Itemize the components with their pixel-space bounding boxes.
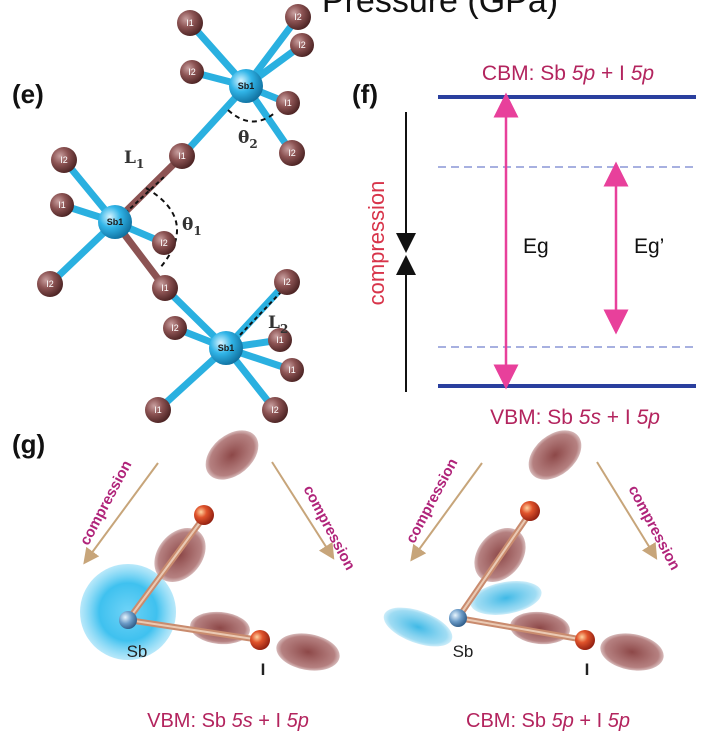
compression-arrow — [271, 461, 335, 560]
iodine-atom — [575, 630, 595, 650]
iodine-atom — [163, 316, 187, 340]
antimony-atom — [229, 69, 263, 103]
atom-label: I1 — [161, 283, 169, 293]
panel-label-f: (f) — [352, 79, 378, 109]
antimony-atom — [98, 205, 132, 239]
antimony-atom — [119, 611, 137, 629]
sb-i-bond-highlight — [127, 619, 261, 641]
i-p-lobe — [205, 430, 259, 480]
iodine-atom — [50, 193, 74, 217]
atom-label: I1 — [276, 335, 284, 345]
atom-label: I1 — [58, 200, 66, 210]
eg-label: Eg — [523, 235, 549, 258]
atom-label: I2 — [46, 279, 54, 289]
orbital-cbm: Sb I compression compression CBM: Sb 5p … — [383, 430, 684, 732]
atom-label: I1 — [154, 405, 162, 415]
atom-label: I1 — [284, 98, 292, 108]
panel-label-e: (e) — [12, 79, 44, 109]
iodine-atom — [520, 501, 540, 521]
cbm-caption: CBM: Sb 5p + I 5p — [466, 710, 630, 732]
atom-label: I1 — [288, 365, 296, 375]
atom-label: Sb1 — [218, 343, 235, 353]
sb-i-bond-highlight — [127, 516, 205, 621]
compression-label: compression — [364, 181, 389, 306]
iodine-atom — [276, 91, 300, 115]
iodine-atom — [145, 397, 171, 423]
antimony-atom — [209, 331, 243, 365]
atom-label: I2 — [288, 148, 296, 158]
compression-arrow — [596, 461, 658, 560]
atom-label: I2 — [171, 323, 179, 333]
eg-prime-label: Eg’ — [634, 235, 664, 258]
i-p-lobe — [600, 633, 664, 671]
iodine-atom — [152, 231, 176, 255]
atom-label: Sb1 — [238, 81, 255, 91]
sb-label: Sb — [453, 642, 474, 661]
iodine-atom — [180, 60, 204, 84]
antimony-atom — [449, 609, 467, 627]
angle-theta2-arc — [227, 109, 277, 123]
panel-label-g: (g) — [12, 429, 45, 459]
iodine-atom — [152, 275, 178, 301]
atom-label: I2 — [283, 277, 291, 287]
compression-label: compression — [625, 483, 684, 573]
vbm-label: VBM: Sb 5s + I 5p — [490, 406, 660, 429]
iodine-atom — [169, 143, 195, 169]
i-p-lobe — [276, 633, 340, 671]
compression-arrow — [410, 462, 483, 562]
angle-label-theta1: θ1 — [182, 215, 202, 238]
sb-i-bond-highlight — [457, 512, 531, 619]
bond-label-l1: L1 — [124, 148, 144, 171]
compression-arrow — [83, 462, 159, 565]
iodine-atom — [280, 358, 304, 382]
iodine-atoms: I1 I2 I2 I2 I1 I2 I1 I2 I1 I2 I2 I1 I2 — [37, 4, 314, 423]
sb-p-lobe — [383, 607, 453, 647]
atom-label: I2 — [188, 67, 196, 77]
iodine-atom — [194, 505, 214, 525]
atom-label: I2 — [294, 12, 302, 22]
iodine-atom — [177, 10, 203, 36]
sb-label: Sb — [127, 642, 148, 661]
band-diagram: CBM: Sb 5p + I 5p Eg Eg’ compression VBM… — [364, 62, 696, 429]
crystal-structure: I1 I2 I2 I2 I1 I2 I1 I2 I1 I2 I2 I1 I2 — [37, 4, 314, 423]
angle-theta1-arc — [145, 187, 178, 269]
atom-label: I2 — [160, 238, 168, 248]
sb-i-bond-highlight — [457, 617, 586, 641]
bond-label-l2: L2 — [268, 313, 288, 336]
iodine-atom — [262, 397, 288, 423]
iodine-atom — [51, 147, 77, 173]
antimony-atoms: Sb1 Sb1 Sb1 — [98, 69, 263, 365]
iodine-atom — [274, 269, 300, 295]
atom-label: I2 — [60, 155, 68, 165]
iodine-atom — [268, 328, 292, 352]
vbm-caption: VBM: Sb 5s + I 5p — [147, 710, 309, 732]
angle-label-theta2: θ2 — [238, 128, 258, 151]
i-label: I — [261, 660, 266, 679]
atom-label: I1 — [178, 151, 186, 161]
iodine-atom — [250, 630, 270, 650]
iodine-atom — [285, 4, 311, 30]
header-partial: Pressure (GPa) — [322, 0, 558, 20]
atom-label: I1 — [186, 18, 194, 28]
compression-label: compression — [300, 483, 359, 573]
i-label: I — [585, 660, 590, 679]
atom-label: Sb1 — [107, 217, 124, 227]
cbm-label: CBM: Sb 5p + I 5p — [482, 62, 654, 85]
iodine-atom — [279, 140, 305, 166]
iodine-atom — [290, 33, 314, 57]
bond-l2-highlight — [239, 290, 283, 336]
sb-p-lobe — [470, 581, 542, 615]
iodine-atom — [37, 271, 63, 297]
atom-label: I2 — [298, 40, 306, 50]
orbital-vbm: Sb I compression compression VBM: Sb 5s … — [77, 430, 359, 732]
i-p-lobe — [528, 430, 582, 480]
atom-label: I2 — [271, 405, 279, 415]
